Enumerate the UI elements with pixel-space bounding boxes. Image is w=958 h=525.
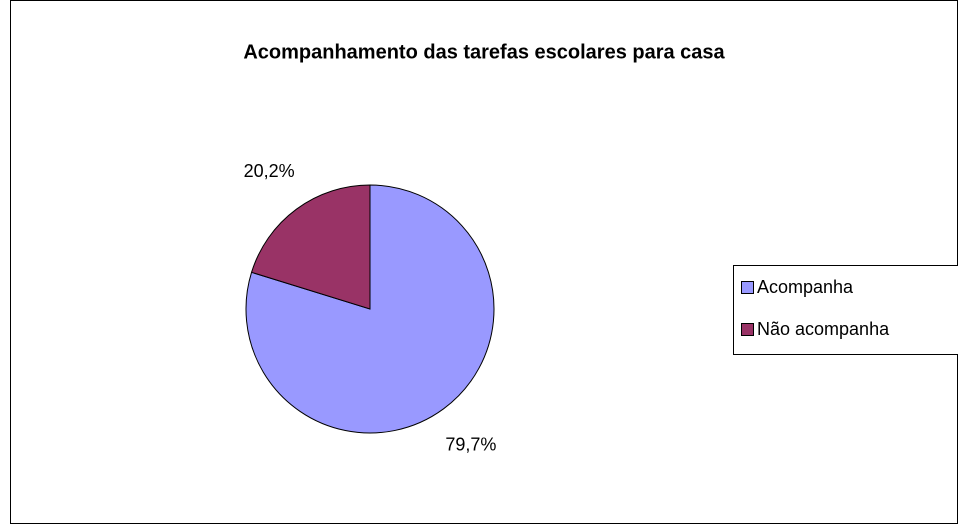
legend-label: Acompanha — [757, 277, 854, 297]
legend-swatch — [741, 281, 754, 294]
legend-label: Não acompanha — [757, 319, 890, 339]
data-label: 79,7% — [445, 435, 496, 455]
legend-box — [733, 265, 958, 355]
chart-title: Acompanhamento das tarefas escolares par… — [243, 41, 725, 63]
legend-swatch — [741, 323, 754, 336]
pie-slice — [250, 184, 371, 310]
data-label: 20,2% — [244, 161, 295, 181]
